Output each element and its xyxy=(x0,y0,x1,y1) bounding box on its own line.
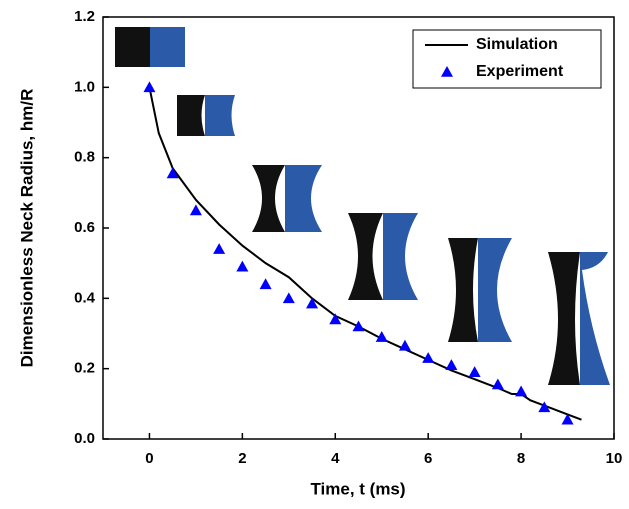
inset-photo xyxy=(252,165,285,232)
experiment-point xyxy=(259,278,272,290)
experiment-point xyxy=(445,359,458,370)
inset-photo xyxy=(548,252,580,385)
inset-photo xyxy=(448,238,478,342)
inset-sim xyxy=(478,238,512,342)
experiment-point xyxy=(468,366,481,377)
experiment-point xyxy=(329,313,342,325)
y-axis-label: Dimensionless Neck Radius, hm/R xyxy=(17,89,36,368)
y-tick-label: 0.8 xyxy=(74,149,95,166)
inset-sim xyxy=(205,95,235,136)
y-tick-label: 0.2 xyxy=(74,360,95,377)
legend-label: Experiment xyxy=(476,63,564,80)
experiment-point xyxy=(282,292,295,304)
experiment-point xyxy=(213,243,226,254)
inset-photo xyxy=(348,213,383,300)
x-tick-label: 8 xyxy=(517,450,525,467)
legend-label: Simulation xyxy=(476,36,558,53)
inset-sim xyxy=(285,165,322,232)
x-tick-label: 2 xyxy=(238,450,246,467)
inset-photo xyxy=(177,95,205,136)
inset-sim xyxy=(580,252,610,385)
experiment-point xyxy=(561,413,574,425)
y-tick-label: 1.0 xyxy=(74,78,95,95)
experiment-point xyxy=(352,320,365,332)
experiment-point xyxy=(189,204,202,216)
x-tick-label: 0 xyxy=(145,450,153,467)
x-tick-label: 10 xyxy=(606,450,623,467)
experiment-point xyxy=(306,297,319,309)
experiment-point xyxy=(236,260,249,272)
experiment-point xyxy=(515,385,528,397)
y-tick-label: 0.6 xyxy=(74,219,95,236)
experiment-point xyxy=(422,352,435,363)
x-tick-label: 6 xyxy=(424,450,432,467)
experiment-point xyxy=(166,167,179,179)
inset-sim xyxy=(150,27,185,67)
x-axis-label: Time, t (ms) xyxy=(310,479,405,498)
y-tick-label: 0.0 xyxy=(74,430,95,447)
y-tick-label: 0.4 xyxy=(74,289,96,306)
legend-box xyxy=(412,29,602,89)
experiment-point xyxy=(538,401,551,413)
x-tick-label: 4 xyxy=(331,450,340,467)
droplet-insets xyxy=(115,27,610,385)
experiment-point xyxy=(143,81,156,93)
experiment-point xyxy=(491,378,504,390)
experiment-point xyxy=(398,339,411,351)
experiment-point xyxy=(375,331,388,342)
inset-sim xyxy=(383,213,418,300)
inset-photo xyxy=(115,27,150,67)
legend-marker xyxy=(441,66,453,77)
y-tick-label: 1.2 xyxy=(74,8,95,25)
